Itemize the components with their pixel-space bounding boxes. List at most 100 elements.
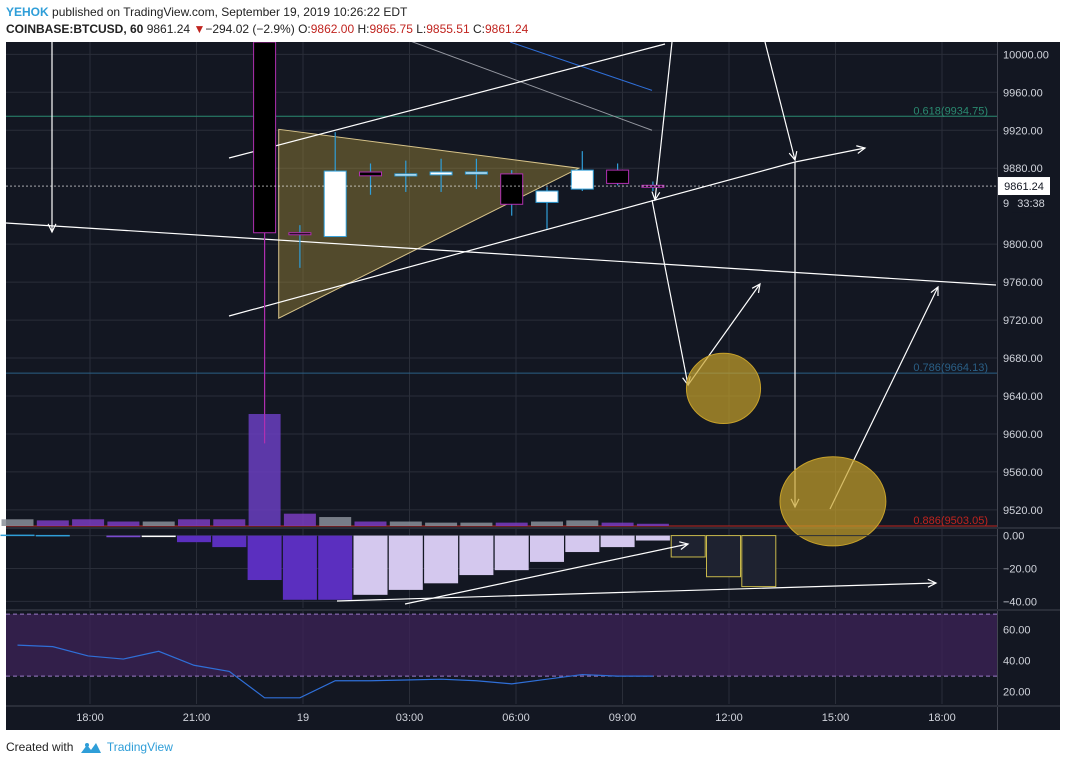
price-axis-border: [997, 42, 998, 730]
momentum-bar: [635, 535, 670, 541]
price-axis-tick-label: 9960.00: [1003, 87, 1043, 99]
price-axis-tick-label: 9640.00: [1003, 391, 1043, 403]
price-axis-tick-label: 9600.00: [1003, 429, 1043, 441]
close-value: 9861.24: [484, 22, 529, 36]
momentum-bar: [177, 535, 211, 543]
momentum-bar: [212, 535, 247, 548]
moving-average-line: [411, 42, 653, 131]
target-circle: [685, 352, 762, 425]
arrow-momentum-divergence: [404, 543, 689, 605]
momentum-bar: [318, 535, 353, 600]
candle-body: [253, 42, 277, 234]
volume-bar: [354, 521, 387, 526]
arrow-breakout: [794, 147, 866, 163]
volume-bar: [460, 522, 493, 526]
arrowhead-icon: [651, 191, 661, 202]
momentum-bar: [565, 535, 600, 553]
candle-body: [359, 171, 382, 177]
last-price: 9861.24: [146, 22, 191, 36]
pane-separator: [6, 705, 1060, 707]
last-price-badge: [998, 177, 1050, 196]
time-axis-tick-label: 19: [297, 712, 309, 724]
tradingview-brand[interactable]: TradingView: [106, 740, 173, 754]
publish-line: YEHOK published on TradingView.com, Sept…: [6, 5, 407, 19]
arrow-momentum-trend: [336, 582, 937, 602]
arrow-down-to-circle: [651, 199, 689, 386]
momentum-bar: [35, 534, 70, 537]
ohlc-line: COINBASE:BTCUSD, 60 9861.24 ▼−294.02 (−2…: [6, 22, 528, 36]
footer: Created with TradingView: [6, 740, 173, 754]
last-price-label: 9861.24: [1004, 181, 1044, 193]
time-axis-tick-label: 06:00: [502, 712, 530, 724]
time-axis-tick-label: 15:00: [822, 712, 850, 724]
price-axis-tick-label: 9800.00: [1003, 239, 1043, 251]
low-label: L:: [416, 22, 427, 36]
price-axis-tick-label: 9560.00: [1003, 467, 1043, 479]
volume-bar: [495, 522, 528, 526]
momentum-bar: [424, 535, 459, 584]
price-change: −294.02 (−2.9%): [205, 22, 295, 36]
volume-bar: [566, 520, 599, 526]
time-axis-tick-label: 03:00: [396, 712, 424, 724]
candle-body: [394, 173, 418, 177]
volume-bar: [601, 522, 634, 526]
volume-bar: [389, 521, 422, 526]
momentum-bar: [388, 535, 423, 590]
volume-bar: [319, 517, 352, 526]
time-axis-tick-label: 18:00: [928, 712, 956, 724]
time-axis-tick-label: 21:00: [183, 712, 211, 724]
countdown-label: 33:38: [1017, 198, 1045, 210]
momentum-bar: [141, 535, 176, 538]
time-axis-tick-label: 18:00: [76, 712, 104, 724]
arrowhead-icon: [679, 541, 690, 550]
candle-body: [323, 170, 347, 238]
candle-body: [570, 169, 594, 190]
volume-bar: [142, 521, 175, 526]
price-axis-tick-label: 9680.00: [1003, 353, 1043, 365]
projected-momentum-box: [706, 535, 741, 578]
tradingview-logo-icon: [80, 742, 101, 753]
volume-bar: [425, 522, 458, 526]
author-link[interactable]: YEHOK: [6, 5, 49, 19]
arrowhead-icon: [930, 285, 939, 297]
arrowhead-icon: [47, 223, 57, 234]
trend-line-descending: [5, 222, 997, 286]
momentum-bar: [459, 535, 494, 576]
projected-momentum-box: [670, 535, 706, 558]
open-label: O:: [298, 22, 311, 36]
candle-body: [288, 232, 312, 236]
rsi-axis-tick-label: 60.00: [1003, 625, 1031, 637]
volume-bar: [283, 513, 316, 526]
fib-level-label: 0.786(9664.13): [913, 362, 988, 374]
chart-canvas[interactable]: 18:00 21:00 19 03:00 06:00 09:00 12:00 15:00 18:…: [0, 42, 1066, 732]
price-axis-tick-label: 9720.00: [1003, 315, 1043, 327]
pane-separator: [6, 527, 1060, 529]
price-axis-hidden-label: 9: [1003, 198, 1009, 210]
countdown-badge: [1012, 195, 1050, 213]
symbol-label: COINBASE:BTCUSD, 60: [6, 22, 144, 36]
momentum-axis-tick-label: −40.00: [1003, 596, 1037, 608]
target-circle: [779, 456, 887, 547]
momentum-bar: [530, 535, 564, 562]
rsi-axis-tick-label: 40.00: [1003, 656, 1031, 668]
momentum-bar: [353, 535, 388, 595]
volume-bar: [178, 519, 210, 526]
arrow-to-apex: [764, 42, 796, 161]
price-axis-tick-label: 9760.00: [1003, 277, 1043, 289]
momentum-bar: [494, 535, 529, 571]
pane-separator: [6, 609, 1060, 611]
momentum-bar: [106, 535, 141, 538]
arrowhead-icon: [751, 282, 761, 293]
candle-body: [606, 169, 630, 184]
volume-bar: [72, 519, 105, 526]
fib-level-label: 0.618(9934.75): [913, 105, 988, 117]
price-axis-tick-label: 9520.00: [1003, 505, 1043, 517]
candle-body: [535, 190, 559, 203]
volume-bar: [213, 519, 246, 526]
open-value: 9862.00: [310, 22, 355, 36]
projected-momentum-box: [741, 535, 777, 588]
momentum-bar: [600, 535, 635, 548]
time-axis-tick-label: 12:00: [715, 712, 743, 724]
volume-bar: [1, 519, 34, 526]
momentum-axis-tick-label: 0.00: [1003, 531, 1024, 543]
